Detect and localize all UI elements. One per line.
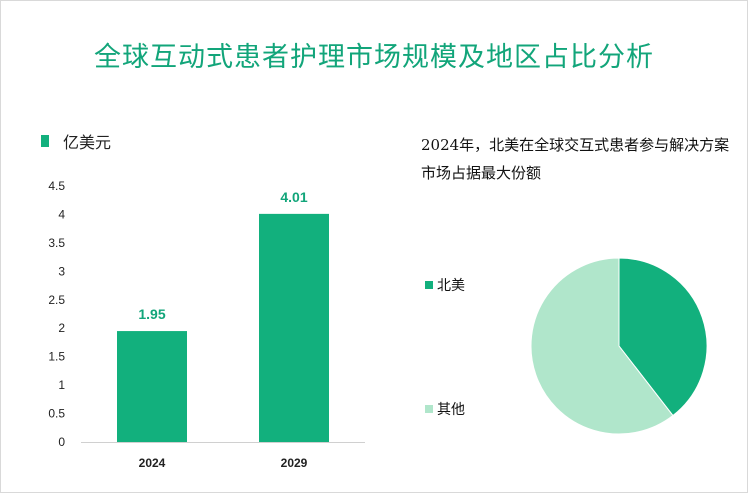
pie-legend-swatch-other — [425, 405, 433, 413]
y-tick-label: 4.5 — [48, 179, 65, 193]
y-tick-label: 4 — [58, 207, 65, 221]
data-label-2024: 1.95 — [138, 306, 165, 322]
pie-legend-label-other: 其他 — [437, 402, 465, 418]
page-title: 全球互动式患者护理市场规模及地区占比分析 — [94, 42, 654, 73]
bar-legend-label: 亿美元 — [63, 133, 112, 152]
pie-legend-item-north-america: 北美 — [425, 275, 465, 295]
y-tick-label: 0.5 — [48, 407, 65, 421]
pie-slice-other — [530, 257, 674, 435]
x-tick-label-2024: 2024 — [139, 456, 166, 470]
y-tick-label: 0 — [58, 435, 65, 449]
bar-legend: 亿美元 — [41, 133, 111, 152]
pie-legend-label-north-america: 北美 — [437, 278, 465, 294]
x-tick-label-2029: 2029 — [281, 456, 308, 470]
y-tick-label: 3.5 — [48, 236, 65, 250]
y-tick-label: 1.5 — [48, 350, 65, 364]
y-tick-label: 2 — [58, 321, 65, 335]
y-tick-label: 3 — [58, 264, 65, 278]
pie-legend-swatch-north-america — [425, 281, 433, 289]
pie-title: 2024年，北美在全球交互式患者参与解决方案市场占据最大份额 — [421, 136, 730, 182]
bar-2024 — [117, 331, 187, 442]
pie-legend-item-other: 其他 — [425, 399, 465, 419]
bar-2029 — [259, 213, 329, 442]
bar-legend-swatch — [41, 135, 49, 147]
y-tick-label: 2.5 — [48, 293, 65, 307]
y-tick-label: 1 — [58, 378, 65, 392]
data-label-2029: 4.01 — [280, 189, 307, 205]
pie-slice-north-america — [618, 257, 708, 417]
